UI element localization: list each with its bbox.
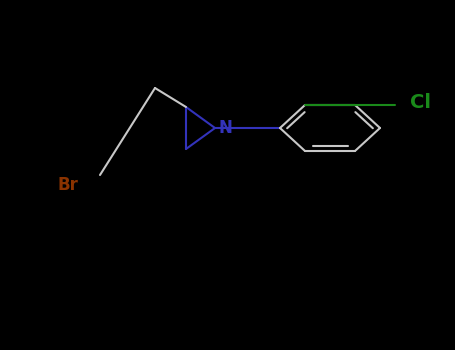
- Text: Br: Br: [58, 176, 78, 194]
- Text: N: N: [219, 119, 233, 137]
- Text: Cl: Cl: [410, 92, 431, 112]
